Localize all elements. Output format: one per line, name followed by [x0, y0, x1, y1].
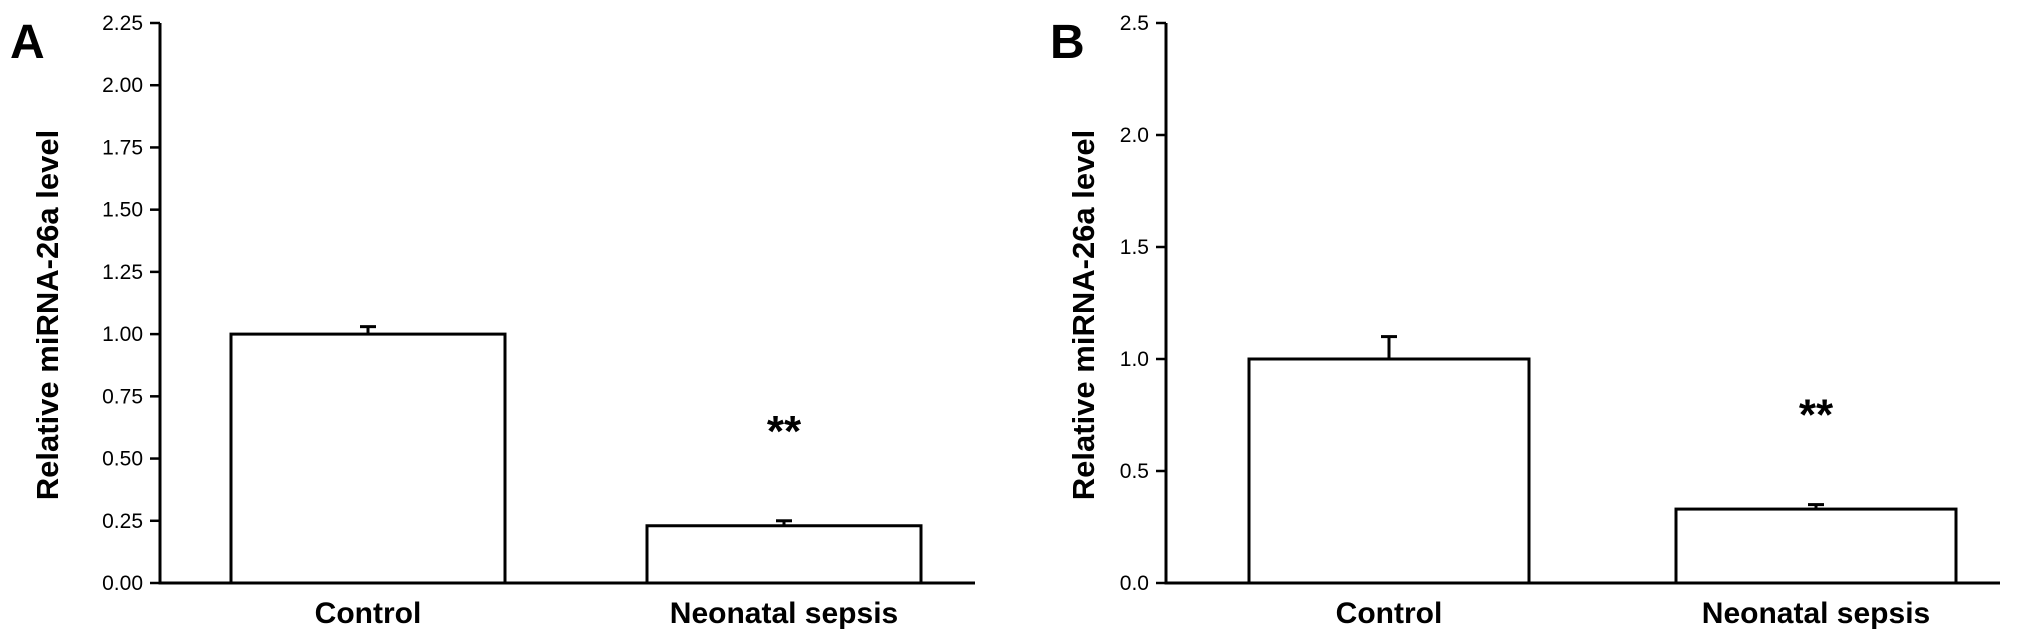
- y-tick-label: 0.50: [102, 448, 143, 471]
- panel-letter: A: [10, 16, 45, 69]
- y-tick-label: 1.50: [102, 199, 143, 222]
- y-tick-label: 2.25: [102, 12, 143, 35]
- panel-letter: B: [1050, 16, 1085, 69]
- y-axis-title: Relative miRNA-26a level: [1066, 130, 1101, 500]
- y-tick-label: 1.5: [1120, 236, 1149, 259]
- x-category-label: Control: [315, 597, 422, 630]
- bar-control: [229, 332, 507, 585]
- bar-control: [1247, 357, 1531, 585]
- significance-marker: **: [767, 407, 802, 456]
- x-category-label: Neonatal sepsis: [670, 597, 898, 630]
- y-tick-label: 0.00: [102, 572, 143, 595]
- bar-neonatal-sepsis: [645, 524, 923, 585]
- bar-neonatal-sepsis: [1674, 507, 1958, 585]
- panel-a: A 0.00 0.25 0.50 0.75 1.00 1.25 1.50 1.75 2.00 2.2…: [10, 12, 975, 630]
- y-tick-label: 1.25: [102, 261, 143, 284]
- y-tick-label: 2.5: [1120, 12, 1149, 35]
- x-category-label: Control: [1336, 597, 1443, 630]
- significance-marker: **: [1799, 391, 1834, 440]
- y-tick-label: 2.0: [1120, 124, 1149, 147]
- panel-b: B 0.0 0.5 1.0 1.5 2.0 2.5 Relative miRNA-26a le…: [1050, 12, 2000, 630]
- y-tick-label: 0.25: [102, 510, 143, 533]
- y-tick-label: 0.5: [1120, 460, 1149, 483]
- y-tick-label: 2.00: [102, 74, 143, 97]
- x-category-label: Neonatal sepsis: [1702, 597, 1930, 630]
- y-tick-label: 0.0: [1120, 572, 1149, 595]
- y-tick-label: 1.00: [102, 323, 143, 346]
- y-axis-title: Relative miRNA-26a level: [30, 130, 65, 500]
- y-tick-label: 1.0: [1120, 348, 1149, 371]
- y-tick-label: 1.75: [102, 136, 143, 159]
- y-tick-label: 0.75: [102, 385, 143, 408]
